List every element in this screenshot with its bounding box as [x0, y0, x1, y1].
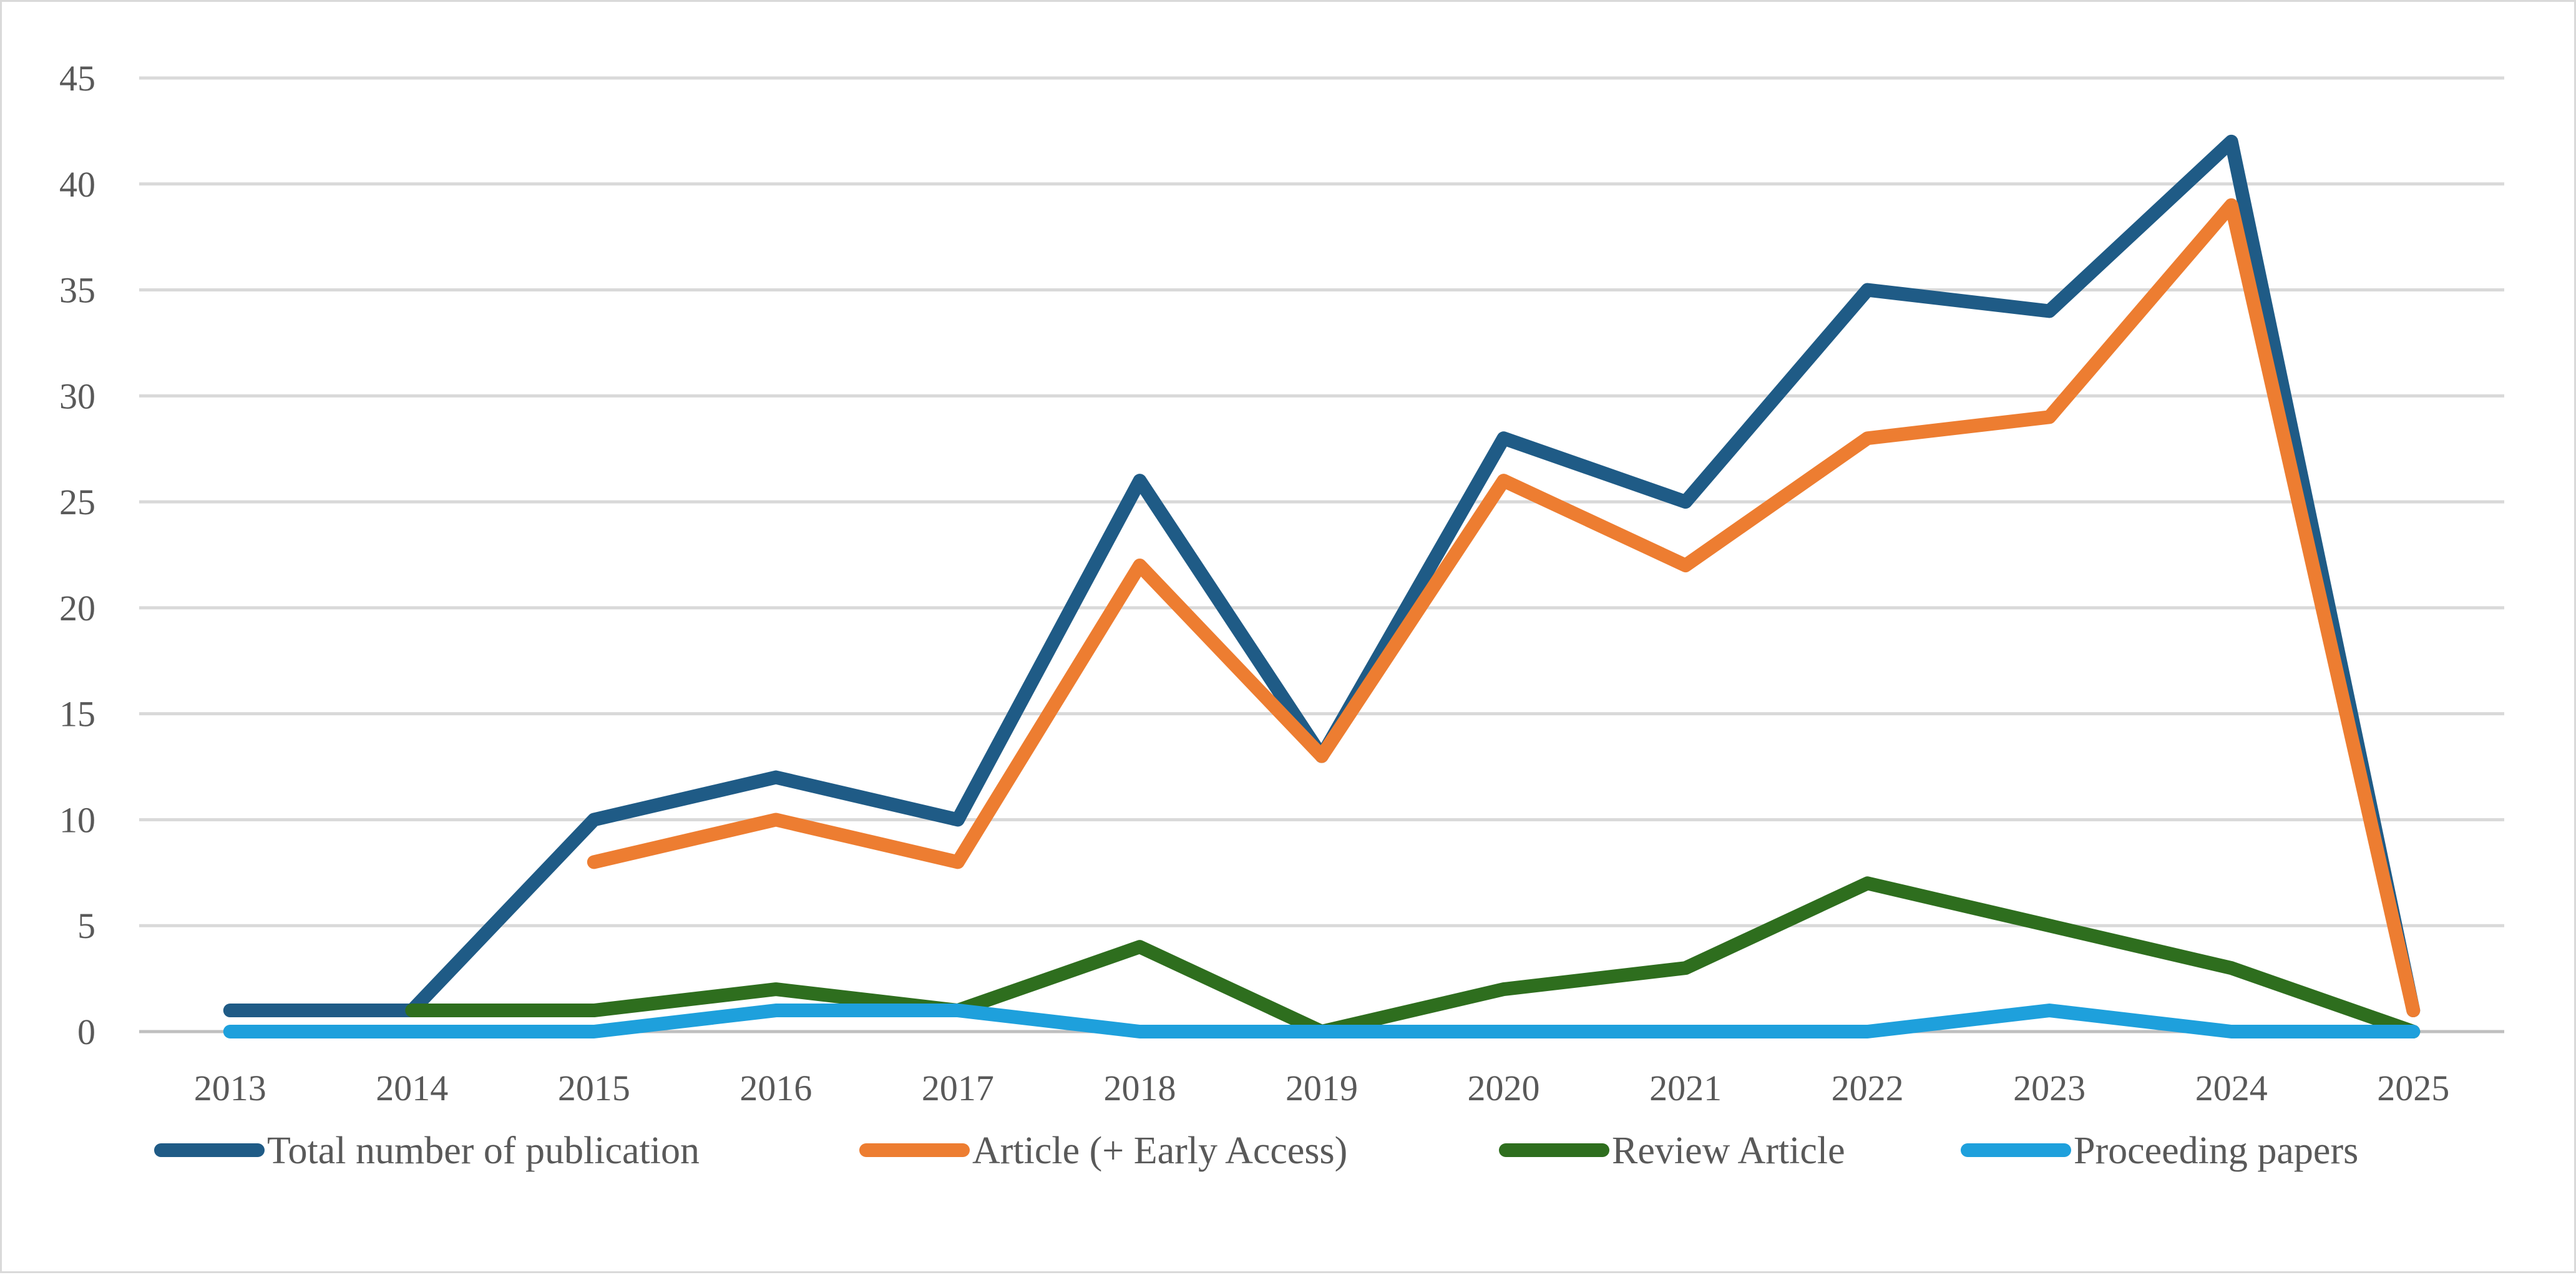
y-tick-label: 30 [59, 376, 95, 416]
x-tick-label: 2016 [739, 1068, 812, 1108]
x-tick-label: 2023 [2013, 1068, 2086, 1108]
y-tick-label: 0 [77, 1012, 95, 1052]
y-tick-label: 15 [59, 694, 95, 735]
legend: Total number of publication Article (+ Ea… [154, 1130, 2358, 1172]
x-tick-label: 2021 [1649, 1068, 1722, 1108]
x-tick-label: 2015 [558, 1068, 630, 1108]
series-line-review-article [405, 876, 2421, 1038]
series-lines [223, 134, 2421, 1038]
x-tick-label: 2020 [1468, 1068, 1540, 1108]
x-tick-label: 2018 [1103, 1068, 1176, 1108]
legend-label-article-early-access: Article (+ Early Access) [972, 1130, 1347, 1172]
x-tick-label: 2013 [194, 1068, 266, 1108]
y-tick-label: 10 [59, 799, 95, 840]
y-tick-label: 20 [59, 588, 95, 628]
y-axis-tick-labels: 0 5 10 15 20 25 30 35 40 45 [59, 58, 95, 1052]
x-tick-label: 2025 [2377, 1068, 2449, 1108]
y-tick-label: 5 [77, 906, 95, 946]
y-tick-label: 40 [59, 164, 95, 205]
x-tick-label: 2017 [922, 1068, 994, 1108]
gridlines [139, 76, 2504, 1033]
series-line-total-number-of-publication [223, 134, 2421, 1018]
x-tick-label: 2022 [1832, 1068, 1904, 1108]
legend-label-total-number-of-publication: Total number of publication [267, 1130, 700, 1172]
x-tick-label: 2014 [376, 1068, 448, 1108]
series-line-proceeding-papers [223, 1004, 2421, 1038]
legend-label-review-article: Review Article [1612, 1130, 1845, 1172]
x-tick-label: 2019 [1286, 1068, 1358, 1108]
legend-label-proceeding-papers: Proceeding papers [2074, 1130, 2358, 1172]
y-tick-label: 25 [59, 482, 95, 522]
y-tick-label: 45 [59, 58, 95, 99]
y-tick-label: 35 [59, 270, 95, 311]
x-axis-tick-labels: 2013 2014 2015 2016 2017 2018 2019 2020 2021 2022… [194, 1068, 2449, 1108]
series-line-article-early-access [587, 198, 2421, 1018]
x-tick-label: 2024 [2195, 1068, 2268, 1108]
